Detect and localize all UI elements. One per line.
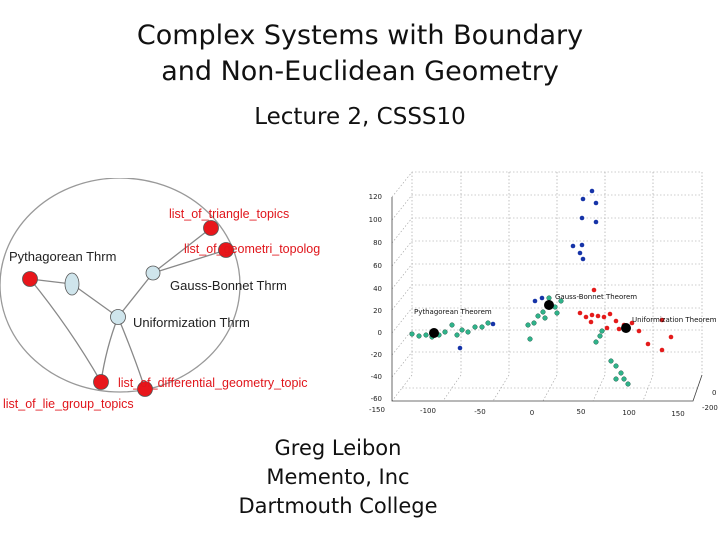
label-geometri-topology: list_of_geometri_topolog [184,242,320,256]
x-tick: -50 [474,408,485,416]
node-pythagorean [22,271,38,287]
x-tick: -100 [420,407,436,415]
edge-gauss-geometri [152,249,227,274]
red-points [577,287,674,353]
edge-pyth-differential [29,278,102,383]
y-tick: 0 [712,389,716,397]
x-tick: 50 [577,408,586,416]
x-tick-labels: -150 -100 -50 0 50 100 150 [369,406,685,418]
z-tick: -40 [371,373,382,381]
affiliation-college: Dartmouth College [238,494,438,518]
label-pythagorean: Pythagorean Thrm [9,249,116,264]
node-differential-geometry [93,374,109,390]
node-unlabeled-ellipse [64,272,80,296]
node-gauss-bonnet [145,265,161,281]
node-geometri-topology [218,242,234,258]
blue-points [457,188,599,351]
plot-axes [391,197,703,402]
z-tick: 60 [373,262,382,270]
label-differential-geometry: list_of_differential_geometry_topic [118,376,307,390]
plot-grid [391,171,703,402]
z-tick: 0 [378,329,382,337]
x-tick: 100 [622,409,635,417]
z-tick: 100 [369,216,382,224]
green-points [409,295,631,387]
x-tick: 150 [671,410,684,418]
annotation-pythagorean: Pythagorean Theorem [414,308,492,316]
label-uniformization: Uniformization Thrm [133,315,250,330]
z-tick: 120 [369,193,382,201]
z-tick: 40 [373,285,382,293]
z-tick: 80 [373,239,382,247]
affiliation-company: Memento, Inc [266,465,410,489]
label-gauss-bonnet: Gauss-Bonnet Thrm [170,278,287,293]
edge-uniform-differential [100,316,119,383]
label-triangle-topics: list_of_triangle_topics [169,207,289,221]
graph-edges [29,227,227,390]
title-line-1: Complex Systems with Boundary [136,20,584,51]
x-tick: -150 [369,406,385,414]
graph-boundary-circle [0,178,241,393]
annotation-gauss-bonnet: Gauss-Bonnet Theorem [555,293,637,301]
annotation-uniformization: Uniformization Theorem [632,316,717,324]
theorem-graph-diagram: list_of_triangle_topics list_of_geometri… [0,178,320,411]
edge-uniform-gauss [117,272,154,318]
y-tick: -200 [702,404,718,412]
y-tick-labels: 0 -200 [702,389,718,412]
x-tick: 0 [530,409,534,417]
title-line-2: and Non-Euclidean Geometry [161,56,559,87]
highlight-points [429,300,631,338]
z-tick-labels: 120 100 80 60 40 20 0 -20 -40 -60 [369,193,382,403]
node-uniformization [110,309,126,325]
z-tick: 20 [373,307,382,315]
3d-scatter-plot: 120 100 80 60 40 20 0 -20 -40 -60 -150 -… [369,171,718,418]
author-name: Greg Leibon [274,436,402,460]
node-triangle-topics [203,220,219,236]
edge-ellipse-uniform [71,283,119,318]
z-tick: -60 [371,395,382,403]
z-tick: -20 [371,351,382,359]
label-lie-group: list_of_lie_group_topics [3,397,134,411]
edge-gauss-triangle [152,227,212,274]
node-lie-group [137,381,153,397]
lecture-subtitle: Lecture 2, CSSS10 [254,104,466,130]
